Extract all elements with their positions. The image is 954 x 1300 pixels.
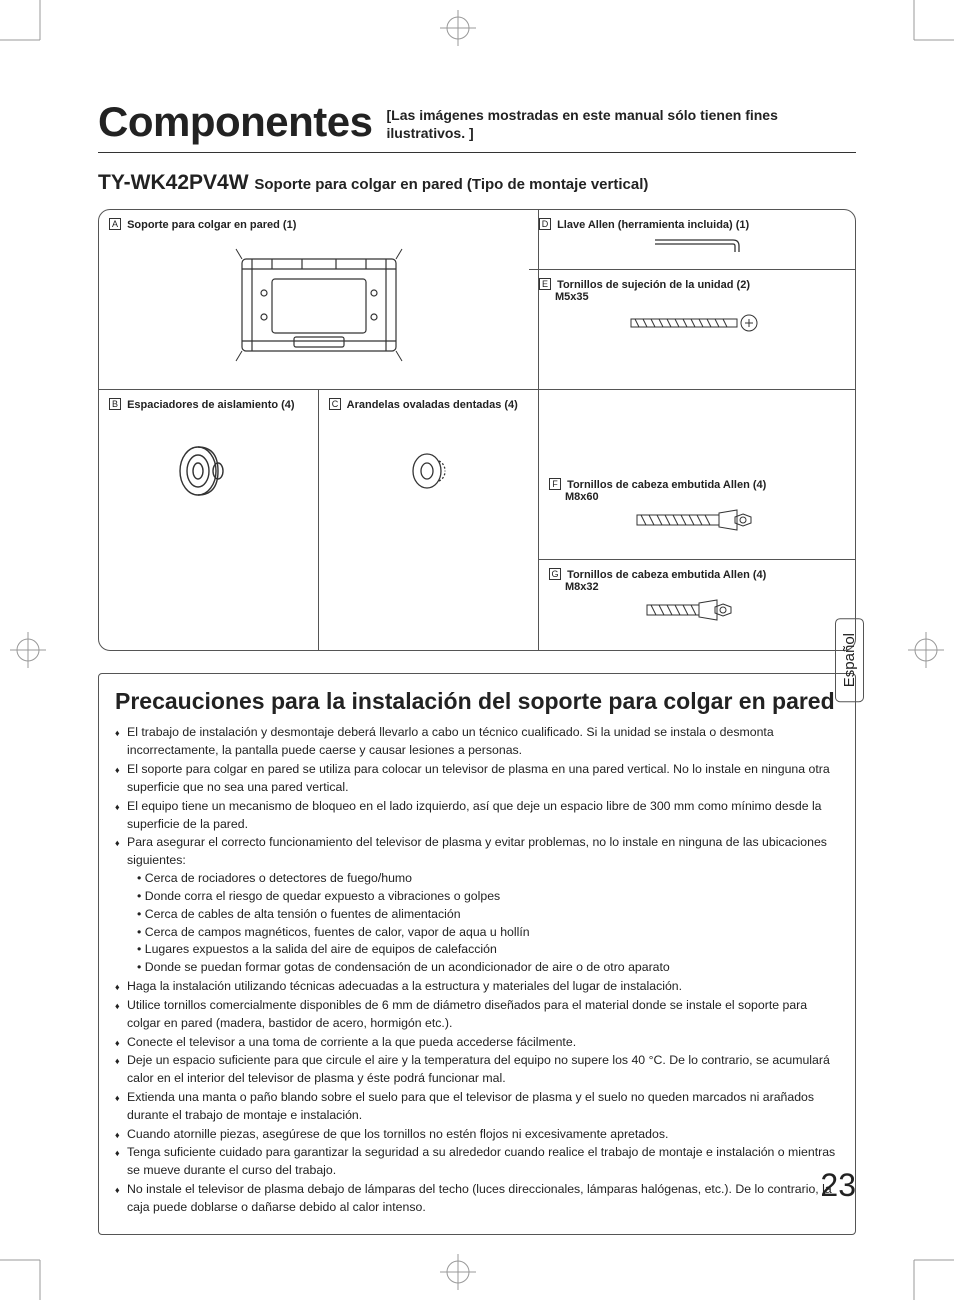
precaution-item: No instale el televisor de plasma debajo… bbox=[115, 1181, 839, 1217]
part-d: D Llave Allen (herramienta incluida) (1) bbox=[529, 210, 856, 270]
page-content: Componentes [Las imágenes mostradas en e… bbox=[98, 98, 856, 1202]
precautions-box: Precauciones para la instalación del sop… bbox=[98, 673, 856, 1235]
precaution-item: Haga la instalación utilizando técnicas … bbox=[115, 978, 839, 996]
part-b: B Espaciadores de aislamiento (4) bbox=[99, 390, 319, 650]
precaution-item: Extienda una manta o paño blando sobre e… bbox=[115, 1089, 839, 1125]
part-a: A Soporte para colgar en pared (1) bbox=[99, 210, 539, 390]
precaution-item: El trabajo de instalación y desmontaje d… bbox=[115, 724, 839, 760]
model-line: TY-WK42PV4W Soporte para colgar en pared… bbox=[98, 171, 856, 195]
part-tag: A bbox=[109, 218, 121, 230]
precaution-item: Para asegurar el correcto funcionamiento… bbox=[115, 834, 839, 977]
parts-table: A Soporte para colgar en pared (1) B Esp bbox=[98, 209, 856, 651]
main-title: Componentes bbox=[98, 98, 373, 146]
model-desc: Soporte para colgar en pared (Tipo de mo… bbox=[254, 176, 648, 193]
part-tag: G bbox=[549, 568, 561, 580]
part-g: G Tornillos de cabeza embutida Allen (4)… bbox=[539, 560, 855, 650]
part-spec: M8x32 bbox=[565, 581, 599, 593]
part-label: Espaciadores de aislamiento (4) bbox=[127, 399, 295, 411]
precaution-item: El equipo tiene un mecanismo de bloqueo … bbox=[115, 798, 839, 834]
part-label: Arandelas ovaladas dentadas (4) bbox=[347, 399, 518, 411]
part-tag: F bbox=[549, 478, 561, 490]
sub-precautions: Cerca de rociadores o detectores de fueg… bbox=[127, 870, 839, 977]
precaution-item: Cuando atornille piezas, asegúrese de qu… bbox=[115, 1126, 839, 1144]
part-tag: E bbox=[539, 278, 551, 290]
sub-item: Donde se puedan formar gotas de condensa… bbox=[137, 959, 839, 977]
sub-item: Donde corra el riesgo de quedar expuesto… bbox=[137, 888, 839, 906]
bracket-icon bbox=[224, 245, 414, 365]
part-label: Tornillos de cabeza embutida Allen (4) bbox=[567, 479, 766, 491]
sub-item: Cerca de campos magnéticos, fuentes de c… bbox=[137, 924, 839, 942]
part-tag: D bbox=[539, 218, 551, 230]
part-d-e-col: D Llave Allen (herramienta incluida) (1)… bbox=[539, 210, 855, 390]
precaution-item: Deje un espacio suficiente para que circ… bbox=[115, 1052, 839, 1088]
part-e: E Tornillos de sujeción de la unidad (2)… bbox=[529, 270, 856, 389]
title-row: Componentes [Las imágenes mostradas en e… bbox=[98, 98, 856, 153]
part-c: C Arandelas ovaladas dentadas (4) bbox=[319, 390, 539, 650]
precaution-item: Conecte el televisor a una toma de corri… bbox=[115, 1034, 839, 1052]
title-note: [Las imágenes mostradas en este manual s… bbox=[387, 107, 856, 146]
part-label: Tornillos de sujeción de la unidad (2) bbox=[557, 279, 750, 291]
part-f: F Tornillos de cabeza embutida Allen (4)… bbox=[539, 470, 855, 560]
sub-item: Cerca de rociadores o detectores de fueg… bbox=[137, 870, 839, 888]
part-spec: M8x60 bbox=[565, 491, 599, 503]
part-label: Tornillos de cabeza embutida Allen (4) bbox=[567, 569, 766, 581]
spacer-icon bbox=[174, 441, 244, 501]
precautions-list: El trabajo de instalación y desmontaje d… bbox=[115, 724, 839, 1216]
precaution-item: Tenga suficiente cuidado para garantizar… bbox=[115, 1144, 839, 1180]
precaution-item: El soporte para colgar en pared se utili… bbox=[115, 761, 839, 797]
screw-icon bbox=[637, 598, 757, 622]
part-tag: B bbox=[109, 398, 121, 410]
precautions-title: Precauciones para la instalación del sop… bbox=[115, 688, 839, 714]
part-tag: C bbox=[329, 398, 341, 410]
precaution-item: Utilice tornillos comercialmente disponi… bbox=[115, 997, 839, 1033]
screw-icon bbox=[627, 508, 767, 532]
allen-key-icon bbox=[647, 234, 747, 256]
part-label: Soporte para colgar en pared (1) bbox=[127, 219, 296, 231]
sub-item: Lugares expuestos a la salida del aire d… bbox=[137, 941, 839, 959]
sub-item: Cerca de cables de alta tensión o fuente… bbox=[137, 906, 839, 924]
washer-icon bbox=[407, 451, 451, 491]
screw-icon bbox=[627, 313, 767, 333]
model-number: TY-WK42PV4W bbox=[98, 171, 249, 194]
language-tab: Español bbox=[835, 618, 864, 702]
page-number: 23 bbox=[820, 1167, 856, 1204]
part-spec: M5x35 bbox=[555, 291, 589, 303]
part-label: Llave Allen (herramienta incluida) (1) bbox=[557, 219, 749, 231]
